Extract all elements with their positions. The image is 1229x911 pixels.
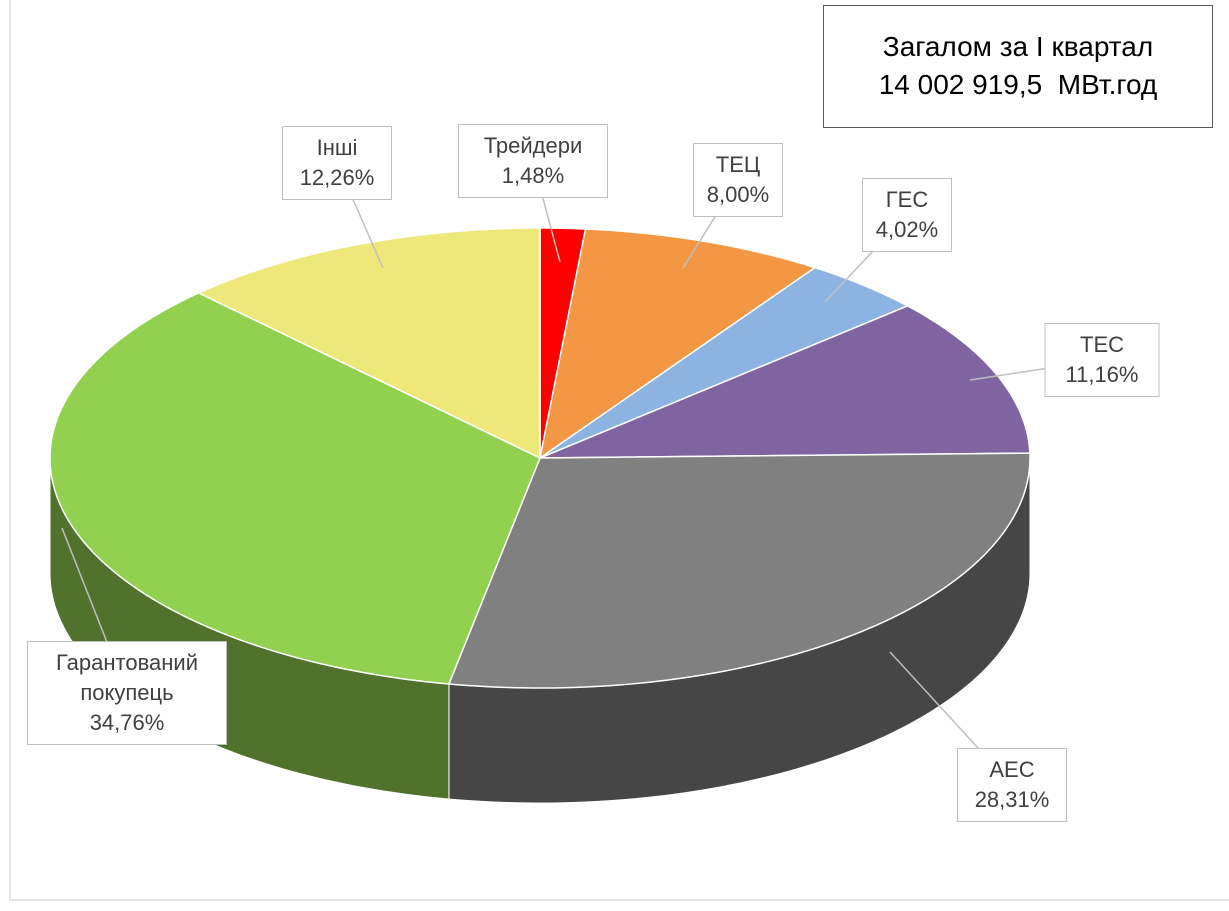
label-value: 1,48%	[501, 163, 565, 188]
label-value: 34,76%	[89, 710, 165, 735]
data-label: Гарантований покупець 34,76%	[27, 641, 227, 745]
annotation-box: Загалом за I квартал 14 002 919,5 МВт.го…	[823, 5, 1213, 128]
slice	[196, 227, 541, 460]
label-name: АЕС	[989, 757, 1035, 782]
slice	[538, 228, 817, 460]
data-label: АЕС 28,31%	[957, 748, 1067, 822]
slice	[49, 292, 541, 685]
data-label: ТЕС 11,16%	[1044, 323, 1160, 397]
label-name: Гарантований покупець	[55, 650, 198, 705]
label-value: 8,00%	[706, 182, 770, 207]
label-name: ТЕЦ	[715, 152, 761, 177]
annotation-line: Загалом за I квартал	[882, 31, 1154, 62]
chart-frame	[9, 0, 1229, 901]
label-value: 4,02%	[875, 217, 939, 242]
label-name: ТЕС	[1080, 332, 1124, 357]
slice	[447, 452, 1031, 689]
label-name: Трейдери	[483, 133, 583, 158]
data-label: Трейдери 1,48%	[458, 124, 608, 198]
annotation-line: 14 002 919,5 МВт.год	[878, 69, 1158, 100]
label-value: 11,16%	[1065, 362, 1139, 387]
label-name: Інші	[316, 135, 358, 160]
label-name: ГЕС	[885, 187, 929, 212]
slice	[539, 305, 1031, 459]
data-label: ГЕС 4,02%	[862, 178, 952, 252]
label-value: 12,26%	[299, 165, 375, 190]
slice	[539, 266, 910, 459]
label-value: 28,31%	[974, 787, 1050, 812]
data-label: ТЕЦ 8,00%	[693, 143, 783, 217]
data-label: Інші 12,26%	[282, 126, 392, 200]
